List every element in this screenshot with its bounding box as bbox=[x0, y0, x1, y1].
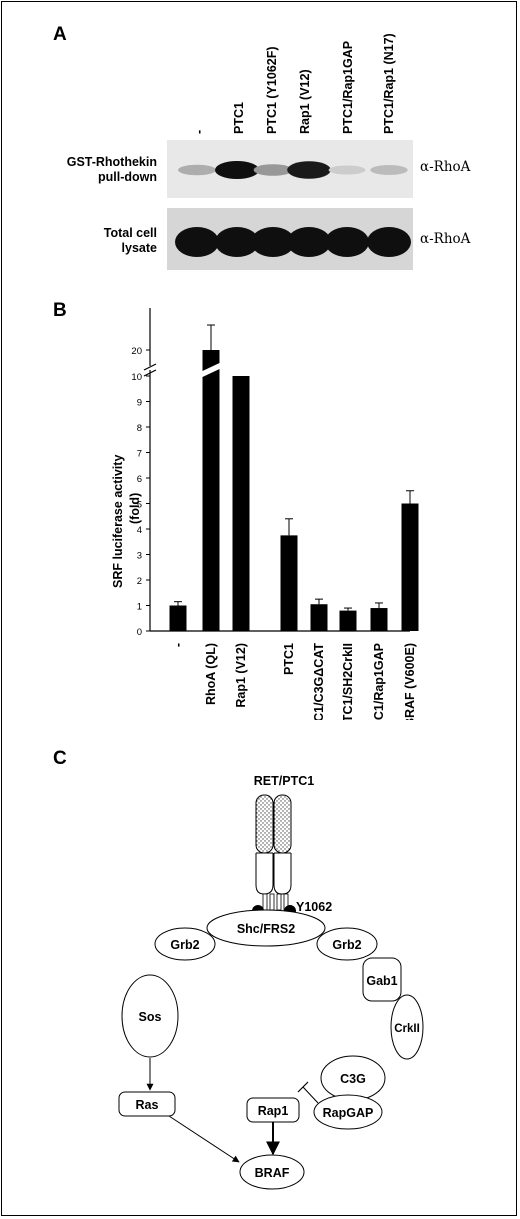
grb2-right-label: Grb2 bbox=[332, 938, 361, 952]
blot-band bbox=[287, 227, 331, 257]
rapgap-inhibits-rap1 bbox=[297, 1081, 319, 1104]
y-tick-label: 10 bbox=[131, 372, 142, 383]
blot-band bbox=[215, 161, 259, 179]
braf-node bbox=[239, 1154, 305, 1190]
panel-b-label: B bbox=[53, 300, 67, 321]
row-label-lysate-line2: lysate bbox=[121, 241, 157, 255]
y-tick-label: 9 bbox=[137, 398, 142, 409]
blot-band bbox=[328, 165, 366, 175]
y-tick-label: 20 bbox=[131, 346, 142, 357]
bar bbox=[202, 370, 220, 631]
bar bbox=[370, 608, 388, 631]
y-tick-label: 7 bbox=[137, 449, 142, 460]
rapgap-label: RapGAP bbox=[323, 1106, 374, 1120]
blot-band bbox=[325, 227, 369, 257]
gab1-label: Gab1 bbox=[366, 974, 397, 988]
bar-chart: 0 1 2 3 4 5 6 7 8 9 10 20 - RhoA (QL) Rap1 (V12) PTC1 PT… bbox=[131, 308, 419, 720]
x-category-label: Rap1 (V12) bbox=[234, 643, 248, 708]
blot-band bbox=[253, 164, 293, 176]
row-label-lysate: Total cell lysate bbox=[104, 226, 157, 256]
y-tick-label: 4 bbox=[137, 525, 142, 536]
lane-label: PTC1/Rap1GAP bbox=[341, 40, 355, 134]
blot-band bbox=[251, 227, 295, 257]
blot-pulldown bbox=[167, 140, 413, 198]
bar bbox=[280, 535, 298, 631]
c3g-label: C3G bbox=[340, 1072, 366, 1086]
blot-band bbox=[287, 161, 331, 179]
y-tick-label: 2 bbox=[137, 576, 142, 587]
row-label-pulldown: GST-Rhothekin pull-down bbox=[67, 155, 157, 185]
x-category-label: PTC1 bbox=[282, 643, 296, 675]
braf-label: BRAF bbox=[255, 1166, 290, 1180]
x-category-label: BRAF (V600E) bbox=[403, 643, 417, 720]
blot-band bbox=[178, 164, 216, 176]
lane-label: PTC1 (Y1062F) bbox=[265, 46, 279, 134]
x-category-label: - bbox=[171, 643, 185, 647]
row-label-pulldown-line2: pull-down bbox=[97, 170, 157, 184]
ras-node bbox=[118, 1091, 176, 1117]
x-category-label: PTC1/C3GΔCAT bbox=[312, 643, 326, 720]
grb2-right-node bbox=[316, 927, 378, 961]
bar bbox=[232, 376, 250, 631]
lane-label: PTC1 bbox=[232, 102, 246, 134]
pathway-diagram: RET/PTC1 Y1062 Shc/FRS2 Grb2 Grb2 Gab1 S… bbox=[118, 774, 424, 1190]
tyrosine-label: Y1062 bbox=[296, 900, 332, 914]
rap1-label: Rap1 bbox=[258, 1104, 289, 1118]
axis-break-mark bbox=[143, 363, 157, 371]
blot-band bbox=[215, 227, 259, 257]
y-tick-label: 0 bbox=[137, 627, 142, 638]
axis-break-mark bbox=[143, 369, 157, 377]
y-tick-label: 6 bbox=[137, 474, 142, 485]
blot-band bbox=[367, 227, 411, 257]
antibody-label-lysate: α-RhoA bbox=[420, 231, 471, 247]
y-tick-label: 3 bbox=[137, 551, 142, 562]
y-tick-label: 8 bbox=[137, 423, 142, 434]
y-tick-label: 5 bbox=[137, 500, 142, 511]
row-label-lysate-line1: Total cell bbox=[103, 226, 157, 240]
sos-node bbox=[121, 974, 179, 1058]
rapgap-node bbox=[313, 1094, 383, 1130]
grb2-left-node bbox=[154, 927, 216, 961]
bar bbox=[310, 604, 328, 631]
blot-lysate bbox=[167, 208, 413, 270]
gab1-node bbox=[362, 957, 402, 1002]
blot-band bbox=[175, 227, 219, 257]
bar bbox=[169, 605, 187, 631]
ras-label: Ras bbox=[136, 1098, 159, 1112]
receptor-shape bbox=[255, 794, 292, 911]
panel-a-label: A bbox=[53, 24, 67, 45]
row-label-pulldown-line1: GST-Rhothekin bbox=[66, 155, 157, 169]
bar-break-gap bbox=[194, 359, 228, 381]
x-category-label: PTC1/Rap1GAP bbox=[372, 643, 386, 720]
shc-frs2-node bbox=[206, 909, 326, 947]
blot-band bbox=[370, 165, 408, 175]
lane-label: - bbox=[192, 129, 206, 134]
bar bbox=[339, 610, 357, 631]
bar bbox=[401, 503, 419, 631]
ras-to-braf-arrow bbox=[168, 1115, 240, 1163]
antibody-label-pulldown: α-RhoA bbox=[420, 159, 471, 175]
x-category-label: RhoA (QL) bbox=[204, 643, 218, 705]
crkii-node bbox=[390, 994, 424, 1060]
sos-label: Sos bbox=[139, 1010, 162, 1024]
crkii-label: CrkII bbox=[394, 1023, 420, 1035]
y-tick-label: 1 bbox=[137, 602, 142, 613]
lane-label: Rap1 (V12) bbox=[298, 69, 312, 134]
panel-c-label: C bbox=[53, 748, 67, 769]
receptor-label: RET/PTC1 bbox=[254, 774, 314, 788]
grb2-left-label: Grb2 bbox=[170, 938, 199, 952]
x-category-label: PTC1/SH2CrkII bbox=[341, 643, 355, 720]
shc-frs2-label: Shc/FRS2 bbox=[237, 922, 295, 936]
lane-label: PTC1/Rap1 (N17) bbox=[382, 33, 396, 134]
